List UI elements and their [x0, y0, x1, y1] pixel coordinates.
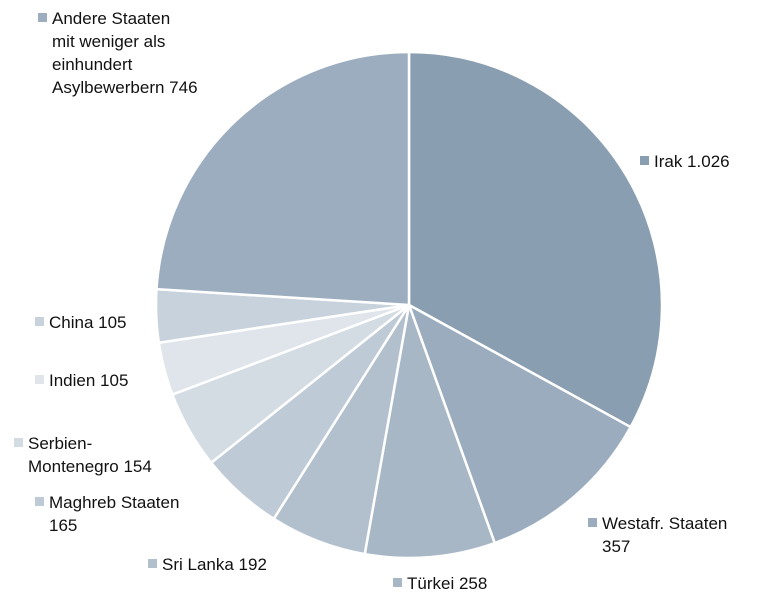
slice-label-2: Türkei 258	[393, 572, 487, 595]
slice-label-7: China 105	[35, 311, 127, 334]
legend-marker	[35, 375, 44, 384]
legend-marker	[640, 156, 649, 165]
slice-label-text: Türkei 258	[407, 574, 488, 593]
legend-marker	[393, 578, 402, 587]
slice-label-1: Westafr. Staaten 357	[588, 512, 727, 558]
slice-label-text: Westafr. Staaten 357	[602, 514, 728, 556]
pie-slice-2	[363, 303, 496, 560]
slice-label-text: Irak 1.026	[654, 152, 730, 171]
slice-label-text: China 105	[49, 313, 127, 332]
slice-label-3: Sri Lanka 192	[148, 553, 267, 576]
slice-label-5: Serbien- Montenegro 154	[14, 432, 152, 478]
slice-label-text: Serbien- Montenegro 154	[28, 434, 152, 476]
legend-marker	[38, 13, 47, 22]
pie-slice-8	[155, 50, 411, 307]
slice-label-text: Indien 105	[49, 371, 129, 390]
pie-slices	[154, 50, 664, 560]
slice-label-text: Andere Staaten mit weniger als einhunder…	[52, 9, 198, 97]
legend-marker	[35, 317, 44, 326]
legend-marker	[148, 559, 157, 568]
legend-marker	[14, 438, 23, 447]
pie-slice-0	[407, 50, 664, 429]
legend-marker	[35, 497, 44, 506]
slice-label-8: Andere Staaten mit weniger als einhunder…	[38, 7, 198, 99]
slice-label-text: Sri Lanka 192	[162, 555, 267, 574]
slice-label-0: Irak 1.026	[640, 150, 730, 173]
legend-marker	[588, 518, 597, 527]
slice-label-text: Maghreb Staaten 165	[49, 493, 180, 535]
slice-label-4: Maghreb Staaten 165	[35, 491, 179, 537]
pie-slice-1	[407, 303, 632, 545]
slice-label-6: Indien 105	[35, 369, 128, 392]
